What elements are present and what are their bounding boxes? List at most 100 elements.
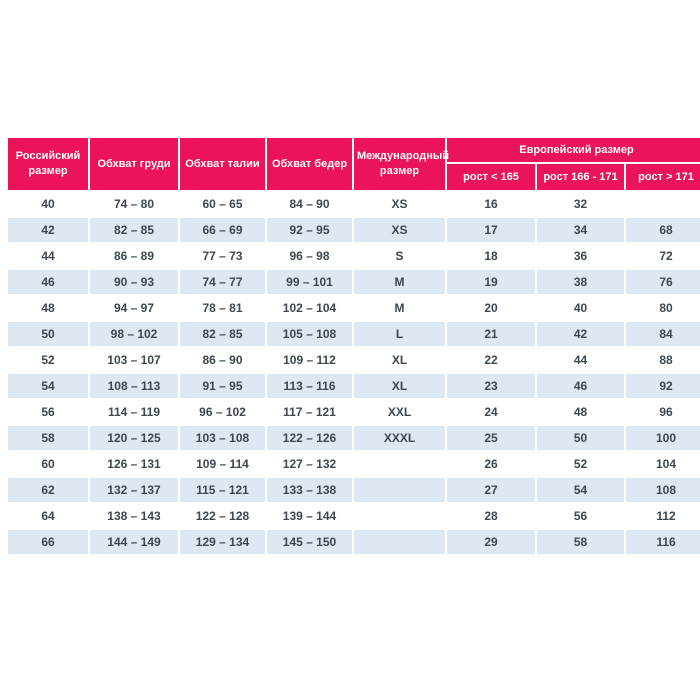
header-russian-size: Российский размер <box>8 138 88 190</box>
table-cell: L <box>354 322 445 346</box>
table-cell: 76 <box>626 270 700 294</box>
table-cell: 127 – 132 <box>267 452 352 476</box>
table-cell: 133 – 138 <box>267 478 352 502</box>
table-cell: 68 <box>626 218 700 242</box>
table-cell: 66 – 69 <box>180 218 265 242</box>
table-cell: 23 <box>447 374 535 398</box>
table-cell <box>354 504 445 528</box>
table-cell: 82 – 85 <box>90 218 178 242</box>
table-row: 48 94 – 97 78 – 81 102 – 104 M 20 40 80 <box>8 296 700 320</box>
header-hip-girth: Обхват бедер <box>267 138 352 190</box>
table-cell: 138 – 143 <box>90 504 178 528</box>
header-height-166-171: рост 166 - 171 <box>537 164 624 190</box>
table-cell: 86 – 90 <box>180 348 265 372</box>
table-cell: 103 – 107 <box>90 348 178 372</box>
table-cell: 40 <box>537 296 624 320</box>
table-cell: 96 <box>626 400 700 424</box>
table-cell: 120 – 125 <box>90 426 178 450</box>
table-cell: 82 – 85 <box>180 322 265 346</box>
table-cell: M <box>354 270 445 294</box>
table-cell: 52 <box>8 348 88 372</box>
table-row: 44 86 – 89 77 – 73 96 – 98 S 18 36 72 <box>8 244 700 268</box>
table-cell: 109 – 114 <box>180 452 265 476</box>
table-cell: 100 <box>626 426 700 450</box>
table-cell: 103 – 108 <box>180 426 265 450</box>
table-cell <box>354 530 445 554</box>
header-chest-girth: Обхват груди <box>90 138 178 190</box>
table-cell: 29 <box>447 530 535 554</box>
size-chart-table: Российский размер Обхват груди Обхват та… <box>6 136 700 556</box>
header-european-size: Европейский размер <box>447 138 700 162</box>
table-cell: 28 <box>447 504 535 528</box>
table-cell: 78 – 81 <box>180 296 265 320</box>
table-cell: XL <box>354 374 445 398</box>
table-cell: M <box>354 296 445 320</box>
table-cell: 54 <box>8 374 88 398</box>
table-cell: 96 – 98 <box>267 244 352 268</box>
table-cell: 99 – 101 <box>267 270 352 294</box>
table-cell: 60 <box>8 452 88 476</box>
table-cell: 18 <box>447 244 535 268</box>
table-row: 60 126 – 131 109 – 114 127 – 132 26 52 104 <box>8 452 700 476</box>
table-row: 46 90 – 93 74 – 77 99 – 101 M 19 38 76 <box>8 270 700 294</box>
table-cell: 115 – 121 <box>180 478 265 502</box>
table-cell: 112 <box>626 504 700 528</box>
table-cell: 105 – 108 <box>267 322 352 346</box>
table-cell: 56 <box>537 504 624 528</box>
table-row: 40 74 – 80 60 – 65 84 – 90 XS 16 32 <box>8 192 700 216</box>
table-cell: 62 <box>8 478 88 502</box>
size-chart-container: Российский размер Обхват груди Обхват та… <box>6 136 700 556</box>
table-cell: XS <box>354 192 445 216</box>
table-cell: 16 <box>447 192 535 216</box>
table-cell: 104 <box>626 452 700 476</box>
table-cell: 122 – 128 <box>180 504 265 528</box>
table-cell: 42 <box>8 218 88 242</box>
table-row: 58 120 – 125 103 – 108 122 – 126 XXXL 25 50 100 <box>8 426 700 450</box>
table-cell: 122 – 126 <box>267 426 352 450</box>
table-cell: 113 – 116 <box>267 374 352 398</box>
table-cell: 56 <box>8 400 88 424</box>
table-cell: 21 <box>447 322 535 346</box>
table-cell: 98 – 102 <box>90 322 178 346</box>
table-cell: 108 – 113 <box>90 374 178 398</box>
table-cell: 114 – 119 <box>90 400 178 424</box>
table-cell: 46 <box>8 270 88 294</box>
table-cell: 44 <box>8 244 88 268</box>
table-cell: 86 – 89 <box>90 244 178 268</box>
table-cell: 80 <box>626 296 700 320</box>
table-cell: 117 – 121 <box>267 400 352 424</box>
table-cell: XXXL <box>354 426 445 450</box>
table-cell <box>354 478 445 502</box>
table-cell: 27 <box>447 478 535 502</box>
table-cell: 88 <box>626 348 700 372</box>
table-cell: 48 <box>8 296 88 320</box>
header-waist-girth: Обхват талии <box>180 138 265 190</box>
table-cell: XS <box>354 218 445 242</box>
table-cell: 25 <box>447 426 535 450</box>
table-cell: 144 – 149 <box>90 530 178 554</box>
table-cell: 72 <box>626 244 700 268</box>
table-cell: 20 <box>447 296 535 320</box>
table-cell: 60 – 65 <box>180 192 265 216</box>
table-cell: 64 <box>8 504 88 528</box>
table-cell: 129 – 134 <box>180 530 265 554</box>
table-cell: XL <box>354 348 445 372</box>
table-row: 66 144 – 149 129 – 134 145 – 150 29 58 116 <box>8 530 700 554</box>
table-cell: S <box>354 244 445 268</box>
table-row: 56 114 – 119 96 – 102 117 – 121 XXL 24 48 96 <box>8 400 700 424</box>
table-cell: 19 <box>447 270 535 294</box>
table-cell: 108 <box>626 478 700 502</box>
table-cell: 22 <box>447 348 535 372</box>
table-cell: 44 <box>537 348 624 372</box>
table-row: 52 103 – 107 86 – 90 109 – 112 XL 22 44 88 <box>8 348 700 372</box>
table-cell: 77 – 73 <box>180 244 265 268</box>
table-cell: 132 – 137 <box>90 478 178 502</box>
table-cell: 109 – 112 <box>267 348 352 372</box>
table-cell: 42 <box>537 322 624 346</box>
table-cell: 34 <box>537 218 624 242</box>
table-cell: 84 – 90 <box>267 192 352 216</box>
table-cell: 58 <box>8 426 88 450</box>
table-cell: 50 <box>8 322 88 346</box>
table-cell: 92 – 95 <box>267 218 352 242</box>
